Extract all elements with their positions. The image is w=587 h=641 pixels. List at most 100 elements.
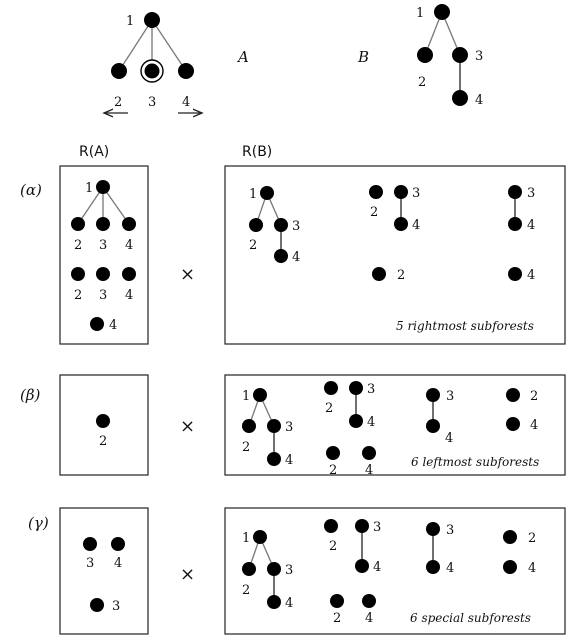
row-gamma-label: (γ) [28,514,49,532]
node-label: 4 [446,561,454,576]
node-label: 4 [125,238,133,253]
tree-b-label-4: 4 [475,93,483,108]
node [349,414,363,428]
node [274,218,288,232]
node [122,217,136,231]
tree-a-label-2: 2 [114,95,122,110]
tree-a-label-1: 1 [126,14,134,29]
node [426,522,440,536]
node-label: 4 [445,431,453,446]
tree-b-name: B [357,48,369,66]
node-label: 4 [114,556,122,571]
node [71,217,85,231]
node [242,562,256,576]
tree-b-label-2: 2 [418,75,426,90]
tree-a-node-3 [144,63,160,79]
node-label: 2 [74,238,82,253]
node-label: 4 [367,415,375,430]
node [111,537,125,551]
tree-a-name: A [236,48,249,66]
node-label: 4 [285,453,293,468]
node-label: 3 [367,382,375,397]
node-label: 2 [370,205,378,220]
node [355,519,369,533]
row-beta-label: (β) [20,386,41,404]
tree-a-label-4: 4 [182,95,190,110]
node [122,267,136,281]
tree-b-node-1 [434,4,450,20]
node-label: 1 [85,181,93,196]
row-gamma-caption: 6 special subforests [410,611,531,625]
node [253,530,267,544]
node-label: 3 [292,219,300,234]
node-label: 4 [373,560,381,575]
row-beta-left-forests: 2 [96,414,110,449]
node-label: 4 [412,218,420,233]
row-alpha: (α) 1 2 3 4 2 3 4 4 × [20,165,566,345]
row-alpha-right-forests: 1 2 3 4 2 3 4 3 4 2 4 [249,185,535,283]
node-label: 3 [446,523,454,538]
node [394,217,408,231]
node [426,388,440,402]
node [426,560,440,574]
node-label: 1 [249,187,257,202]
node [260,186,274,200]
row-alpha-right-box [224,165,566,345]
node-label: 4 [292,250,300,265]
node-label: 4 [285,596,293,611]
node-label: 2 [242,583,250,598]
node-label: 4 [530,418,538,433]
times-symbol: × [180,416,195,437]
node [324,519,338,533]
node [96,267,110,281]
node [253,388,267,402]
node-label: 3 [285,420,293,435]
tree-b-label-1: 1 [416,6,424,21]
node-label: 3 [285,563,293,578]
node-label: 3 [99,288,107,303]
tree-a-node-1 [144,12,160,28]
node-label: 4 [365,463,373,478]
node-label: 2 [333,611,341,626]
tree-a-label-3: 3 [148,95,156,110]
node-label: 1 [242,389,250,404]
node-label: 4 [527,218,535,233]
node-label: 3 [112,599,120,614]
row-alpha-label: (α) [20,181,42,199]
node [96,414,110,428]
node-label: 3 [527,186,535,201]
tree-b-label-3: 3 [475,49,483,64]
row-beta-caption: 6 leftmost subforests [411,455,539,469]
node [508,185,522,199]
node-label: 2 [249,238,257,253]
node-label: 3 [446,389,454,404]
row-gamma-right-forests: 1 2 3 4 2 3 4 2 4 3 4 2 4 [242,519,536,626]
node-label: 2 [242,440,250,455]
node-label: 2 [329,463,337,478]
node-label: 3 [373,520,381,535]
node [267,452,281,466]
node-label: 4 [109,318,117,333]
node [394,185,408,199]
node-label: 2 [397,268,405,283]
node-label: 3 [99,238,107,253]
node [372,267,386,281]
tree-a-node-2 [111,63,127,79]
node [267,419,281,433]
node-label: 4 [365,611,373,626]
times-symbol: × [180,564,195,585]
node [83,537,97,551]
node [96,217,110,231]
row-beta: (β) 2 × 1 2 3 4 2 3 4 [20,374,566,478]
node-label: 4 [528,561,536,576]
row-gamma: (γ) 3 4 3 × 1 2 3 4 2 [28,507,566,635]
node-label: 4 [527,268,535,283]
row-beta-left-box [59,374,149,476]
header-rb: R(B) [242,144,272,160]
node [324,381,338,395]
node-label: 3 [86,556,94,571]
node [506,388,520,402]
tree-b-node-2 [417,47,433,63]
tree-a: 1 2 3 4 A [104,12,249,113]
